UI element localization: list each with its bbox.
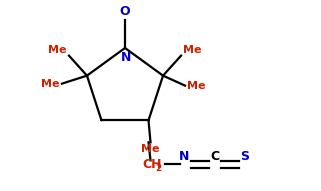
Text: Me: Me bbox=[48, 45, 67, 55]
Text: O: O bbox=[120, 5, 130, 18]
Text: Me: Me bbox=[183, 45, 202, 55]
Text: 2: 2 bbox=[155, 164, 162, 173]
Text: Me: Me bbox=[141, 144, 160, 154]
Text: CH: CH bbox=[143, 158, 162, 171]
Text: S: S bbox=[240, 150, 249, 163]
Text: C: C bbox=[210, 150, 219, 163]
Text: N: N bbox=[121, 51, 131, 64]
Text: Me: Me bbox=[187, 81, 205, 91]
Text: N: N bbox=[179, 150, 190, 163]
Text: Me: Me bbox=[41, 79, 60, 89]
